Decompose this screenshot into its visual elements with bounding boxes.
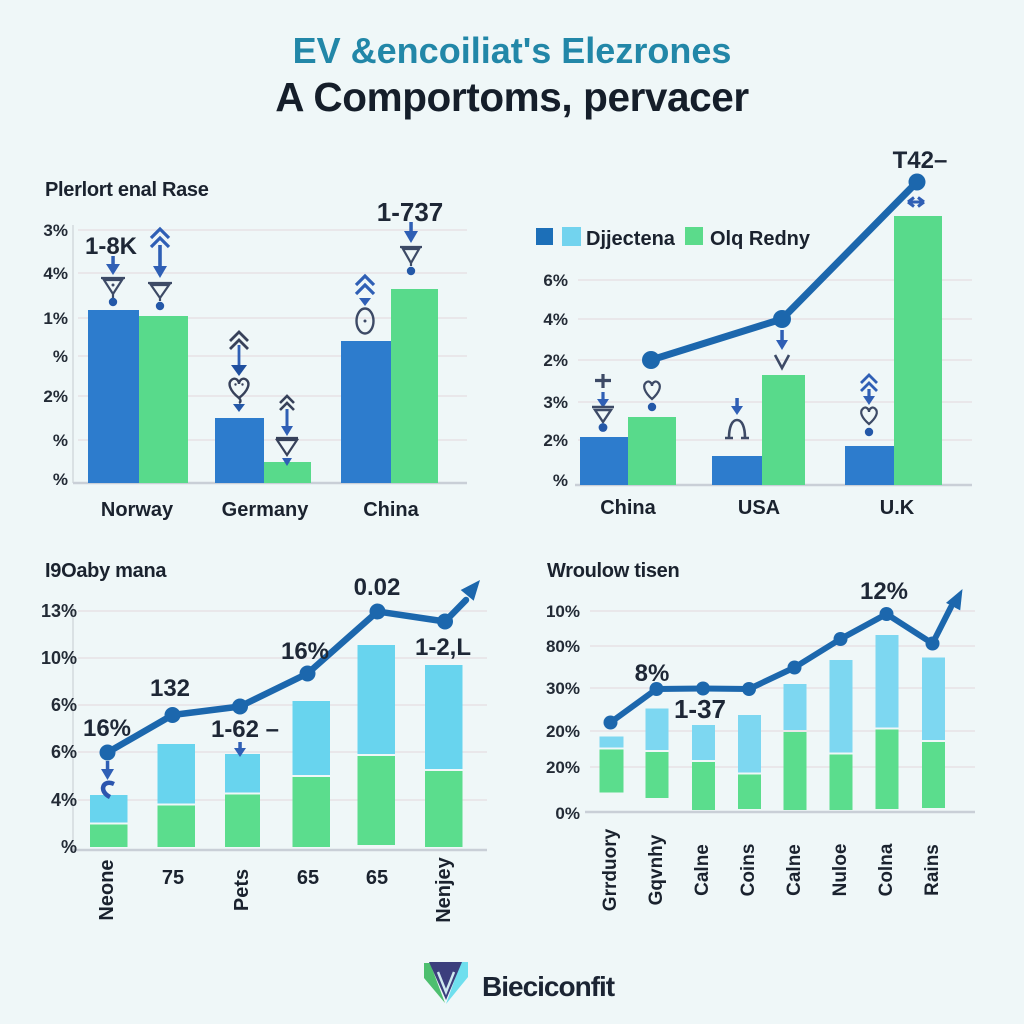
svg-text:1%: 1% <box>43 309 68 328</box>
svg-text:65: 65 <box>366 867 388 889</box>
svg-text:4%: 4% <box>43 264 68 283</box>
svg-text:10%: 10% <box>41 648 77 668</box>
svg-text:China: China <box>600 497 656 519</box>
svg-text:%: % <box>53 431 68 450</box>
svg-text:Pets: Pets <box>231 869 253 911</box>
svg-text:Calne: Calne <box>784 844 805 896</box>
svg-text:A Comportoms, pervacer: A Comportoms, pervacer <box>275 74 749 120</box>
svg-text:6%: 6% <box>543 271 568 290</box>
svg-text:8%: 8% <box>635 660 670 687</box>
svg-text:Norway: Norway <box>101 499 174 521</box>
svg-text:12%: 12% <box>860 578 908 605</box>
svg-text:1-62 –: 1-62 – <box>211 716 279 743</box>
svg-text:Neone: Neone <box>96 859 118 920</box>
svg-text:20%: 20% <box>546 722 580 741</box>
svg-text:0%: 0% <box>555 804 580 823</box>
svg-text:16%: 16% <box>281 638 329 665</box>
svg-text:6%: 6% <box>51 695 77 715</box>
svg-text:2%: 2% <box>543 351 568 370</box>
svg-text:Coins: Coins <box>738 844 759 897</box>
svg-text:20%: 20% <box>546 758 580 777</box>
svg-text:T42–: T42– <box>893 147 948 174</box>
svg-text:1-2,L: 1-2,L <box>415 634 471 661</box>
svg-text:Plerlort enal Rase: Plerlort enal Rase <box>45 179 209 201</box>
svg-text:13%: 13% <box>41 601 77 621</box>
svg-text:30%: 30% <box>546 679 580 698</box>
svg-text:Gqvnhy: Gqvnhy <box>646 834 667 905</box>
svg-text:0.02: 0.02 <box>354 574 401 601</box>
svg-text:3%: 3% <box>43 221 68 240</box>
svg-text:10%: 10% <box>546 602 580 621</box>
svg-text:%: % <box>53 347 68 366</box>
svg-text:1-8K: 1-8K <box>85 233 138 260</box>
svg-text:%: % <box>553 471 568 490</box>
svg-text:China: China <box>363 499 419 521</box>
svg-text:Nuloe: Nuloe <box>830 844 851 897</box>
svg-text:2%: 2% <box>543 431 568 450</box>
svg-text:3%: 3% <box>543 393 568 412</box>
svg-text:Grrduory: Grrduory <box>600 828 621 911</box>
svg-text:USA: USA <box>738 497 780 519</box>
svg-text:Rains: Rains <box>922 844 943 896</box>
svg-text:Bieciconfit: Bieciconfit <box>482 971 615 1002</box>
svg-text:%: % <box>53 470 68 489</box>
svg-text:Germany: Germany <box>222 499 310 521</box>
svg-text:I9Oaby mana: I9Oaby mana <box>45 560 167 582</box>
svg-text:Olq Redny: Olq Redny <box>710 228 811 250</box>
svg-text:EV &encoiliat's Elezrones: EV &encoiliat's Elezrones <box>293 30 732 71</box>
svg-text:80%: 80% <box>546 637 580 656</box>
svg-text:U.K: U.K <box>880 497 915 519</box>
svg-text:65: 65 <box>297 867 319 889</box>
svg-text:Nenjey: Nenjey <box>433 856 455 922</box>
svg-text:%: % <box>61 837 77 857</box>
svg-text:16%: 16% <box>83 715 131 742</box>
svg-text:1-37: 1-37 <box>674 694 726 724</box>
svg-text:132: 132 <box>150 675 190 702</box>
svg-text:4%: 4% <box>51 790 77 810</box>
svg-text:2%: 2% <box>43 387 68 406</box>
svg-text:75: 75 <box>162 867 184 889</box>
svg-text:Wroulow tisen: Wroulow tisen <box>547 560 679 582</box>
svg-text:Djjectena: Djjectena <box>586 228 676 250</box>
svg-text:6%: 6% <box>51 742 77 762</box>
svg-text:4%: 4% <box>543 310 568 329</box>
svg-text:Colna: Colna <box>876 843 897 896</box>
svg-text:Calne: Calne <box>692 844 713 896</box>
